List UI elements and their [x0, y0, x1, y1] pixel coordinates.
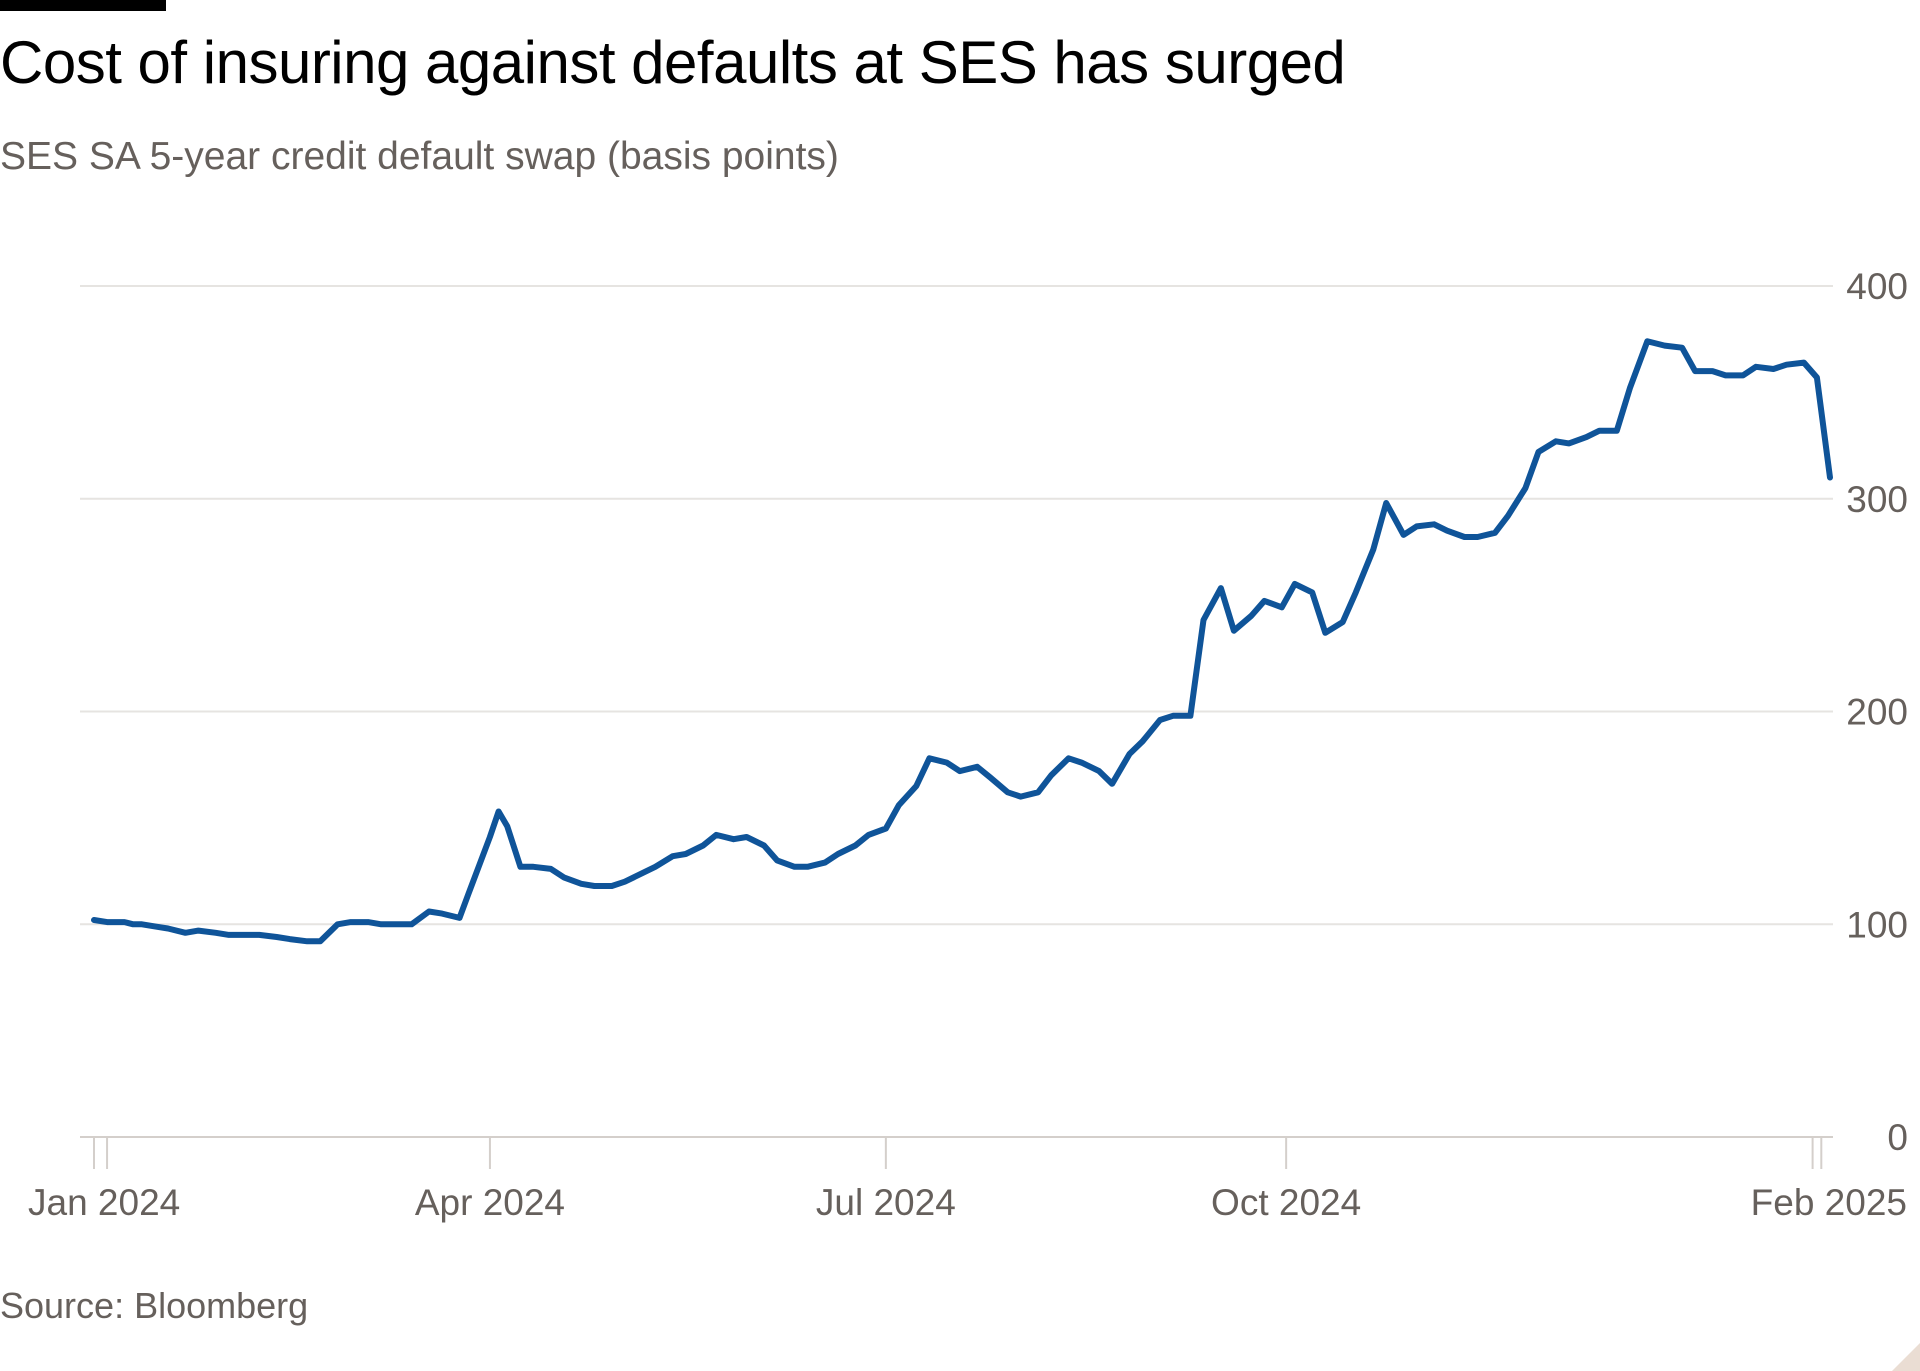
corner-mark — [1892, 1343, 1920, 1371]
x-tick-label: Jul 2024 — [816, 1182, 956, 1223]
gridlines — [80, 285, 1833, 1138]
x-tick-label: Oct 2024 — [1211, 1182, 1361, 1223]
source-note: Source: Bloomberg — [0, 1285, 309, 1326]
y-tick-label: 100 — [1846, 904, 1908, 945]
chart-title: Cost of insuring against defaults at SES… — [0, 29, 1346, 96]
y-tick-label: 200 — [1846, 692, 1908, 733]
series-line — [91, 338, 1833, 945]
brand-bar — [0, 0, 166, 11]
y-tick-label: 300 — [1846, 479, 1908, 520]
y-tick-label: 0 — [1887, 1117, 1908, 1158]
chart-subtitle: SES SA 5-year credit default swap (basis… — [0, 135, 839, 178]
x-axis: Jan 2024 Apr 2024 Jul 2024 Oct 2024 Feb 2025 — [28, 1137, 1907, 1223]
series-layer — [91, 338, 1833, 945]
x-tick-label: Jan 2024 — [28, 1182, 180, 1223]
y-axis: 0 100 200 300 400 — [1846, 266, 1908, 1158]
y-tick-label: 400 — [1846, 266, 1908, 307]
x-tick-label: Feb 2025 — [1751, 1182, 1907, 1223]
x-tick-label: Apr 2024 — [415, 1182, 565, 1223]
